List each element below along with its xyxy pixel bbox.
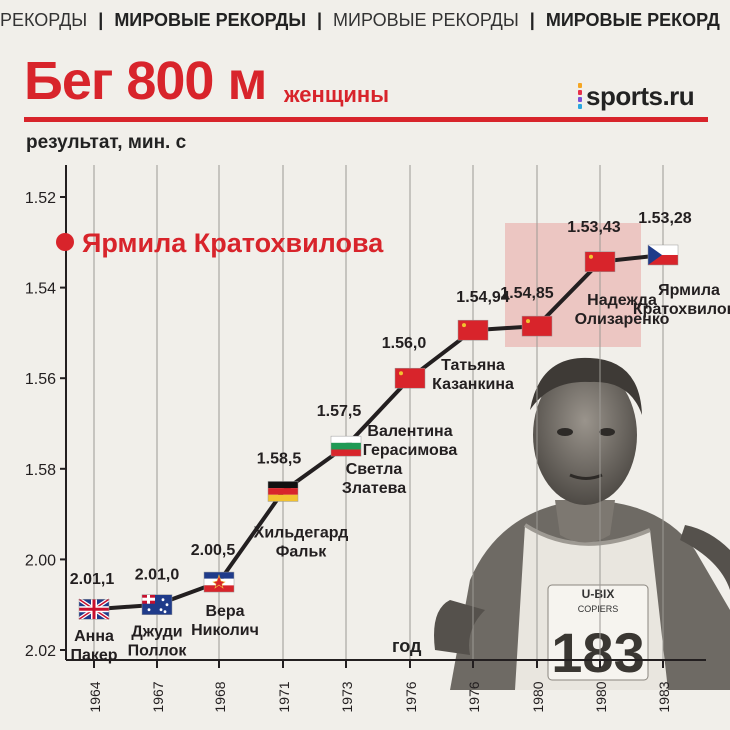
athlete-name-label: Златева: [342, 480, 406, 497]
ticker-item: РЕКОРДЫ: [0, 10, 88, 30]
header-rule: [24, 117, 708, 122]
au-flag: [141, 594, 173, 615]
ticker-item: МИРОВЫЕ РЕКОРД: [545, 10, 720, 30]
athlete-name-label: Олизаренко: [575, 311, 670, 328]
x-tick-label: 1980: [530, 681, 546, 712]
logo-text: sports.ru: [586, 80, 695, 111]
ticker-item: МИРОВЫЕ РЕКОРДЫ: [114, 10, 306, 30]
athlete-name-label: Ярмила: [658, 282, 720, 299]
data-value-label: 2.00,5: [191, 542, 236, 559]
x-tick-label: 1968: [212, 681, 228, 712]
athlete-name-label: Поллок: [128, 643, 188, 660]
athlete-name-label: Татьяна: [441, 357, 505, 374]
chart-title: Бег 800 м: [24, 51, 267, 111]
highlight-marker-dot: [56, 233, 74, 251]
logo-dots-icon: [578, 83, 582, 109]
x-ticks: 1964 1967 1968 1971 1973 1976 1976 1980 1980 1983: [87, 660, 672, 713]
athlete-name-label: Анна: [74, 628, 114, 645]
y-tick-label: 1.58: [25, 462, 56, 479]
ticker-separator: |: [316, 10, 323, 30]
athlete-name-label: Казанкина: [432, 376, 514, 393]
data-value-label: 1.54,85: [500, 285, 553, 302]
athlete-name-label: Фальк: [276, 543, 328, 560]
y-ticks: 1.52 1.54 1.56 1.58 2.00 2.02: [25, 190, 66, 660]
svg-text:U-BIX: U-BIX: [582, 587, 615, 601]
athlete-name-label: Герасимова: [363, 442, 458, 459]
x-tick-label: 1976: [403, 681, 419, 712]
athlete-name-label: Вера: [205, 603, 244, 620]
svg-text:COPIERS: COPIERS: [578, 604, 619, 614]
y-tick-label: 1.56: [25, 371, 56, 388]
svg-text:183: 183: [551, 621, 644, 684]
gb-flag: [77, 597, 111, 621]
x-tick-label: 1964: [87, 681, 103, 712]
athlete-name-label: Светла: [346, 461, 403, 478]
athlete-name-label: Надежда: [587, 292, 657, 309]
ticker-item: МИРОВЫЕ РЕКОРДЫ: [333, 10, 519, 30]
data-value-label: 1.56,0: [382, 335, 427, 352]
athlete-name-label: Николич: [191, 622, 259, 639]
y-tick-label: 1.54: [25, 281, 56, 298]
x-tick-label: 1976: [466, 681, 482, 712]
x-tick-label: 1980: [593, 681, 609, 712]
ticker-separator: |: [98, 10, 104, 30]
data-value-label: 1.54,94: [456, 289, 509, 306]
su-flag: [584, 251, 616, 273]
data-value-label: 2.01,1: [70, 571, 115, 588]
athlete-name-label: Пакер: [70, 647, 117, 664]
athlete-name-label: Джуди: [131, 624, 182, 641]
record-series-line: [93, 253, 664, 612]
athlete-name-label: Кратохвилова: [633, 301, 730, 318]
athlete-name-label: Хильдегард: [254, 524, 349, 541]
data-value-label: 1.53,43: [567, 219, 620, 236]
y-tick-label: 1.52: [25, 190, 56, 207]
ticker-strip: РЕКОРДЫ | МИРОВЫЕ РЕКОРДЫ | МИРОВЫЕ РЕКО…: [0, 10, 730, 40]
yu-flag: [203, 571, 235, 593]
data-value-label: 1.57,5: [317, 403, 362, 420]
data-value-label: 1.58,5: [257, 450, 302, 467]
athlete-name-label: Валентина: [367, 423, 452, 440]
x-axis-title: год: [392, 636, 422, 656]
su-flag: [521, 315, 553, 337]
x-tick-label: 1983: [656, 681, 672, 712]
data-value-label: 2.01,0: [135, 567, 180, 584]
ticker-separator: |: [529, 10, 535, 30]
x-tick-label: 1971: [276, 681, 292, 712]
bg-flag: [330, 435, 362, 457]
x-tick-label: 1967: [150, 681, 166, 712]
chart-subtitle: женщины: [284, 82, 389, 107]
y-tick-label: 2.02: [25, 643, 56, 660]
su-flag: [394, 367, 426, 389]
x-tick-label: 1973: [339, 681, 355, 712]
cz-flag: [647, 244, 679, 266]
y-tick-label: 2.00: [25, 552, 56, 569]
de-flag: [267, 481, 299, 502]
data-points: 2.01,1 Анна Пакер 2.01,0 Джуди Поллок 2.00,5 Ве…: [70, 210, 730, 664]
athlete-photo: U-BIX COPIERS 183: [434, 357, 730, 690]
su-flag: [457, 319, 489, 341]
y-axis-label: результат, мин. с: [26, 132, 187, 153]
sports-ru-logo: sports.ru: [578, 80, 695, 112]
highlight-athlete-label: Ярмила Кратохвилова: [82, 228, 384, 258]
data-value-label: 1.53,28: [638, 210, 691, 227]
